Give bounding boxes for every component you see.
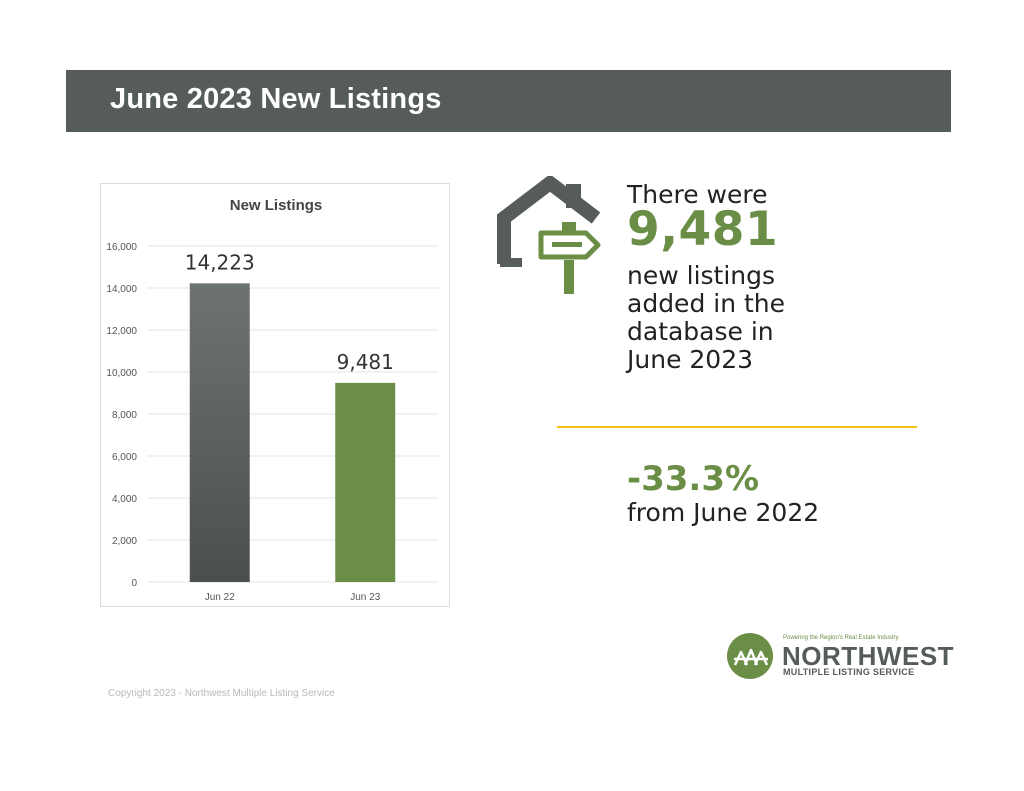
x-tick-label: Jun 22 bbox=[205, 592, 235, 603]
y-tick-label: 16,000 bbox=[106, 242, 137, 253]
chart-container: New Listings 0 2,000 4,000 6,000 8,000 10,000… bbox=[100, 183, 450, 607]
stat-intro: There were bbox=[627, 180, 768, 209]
y-tick-label: 10,000 bbox=[106, 368, 137, 379]
y-tick-label: 12,000 bbox=[106, 326, 137, 337]
y-tick-label: 6,000 bbox=[112, 452, 137, 463]
y-tick-label: 4,000 bbox=[112, 494, 137, 505]
logo-subname: MULTIPLE LISTING SERVICE bbox=[783, 667, 915, 677]
bar-value-label: 14,223 bbox=[185, 250, 255, 274]
logo-tagline: Powering the Region's Real Estate Indust… bbox=[783, 635, 899, 641]
bar-value-label: 9,481 bbox=[337, 350, 394, 374]
stat-line: database in bbox=[627, 317, 774, 346]
stat-line: June 2023 bbox=[627, 345, 754, 374]
y-tick-label: 14,000 bbox=[106, 284, 137, 295]
house-signpost-icon bbox=[497, 176, 601, 294]
bar bbox=[189, 283, 250, 582]
nwmls-logo: Powering the Region's Real Estate Indust… bbox=[726, 630, 956, 680]
stat-line: new listings bbox=[627, 261, 776, 290]
stat-description: new listings added in the database in Ju… bbox=[627, 262, 927, 374]
chart-title: New Listings bbox=[230, 197, 323, 214]
page-title: June 2023 New Listings bbox=[110, 83, 442, 115]
stat-line: added in the bbox=[627, 289, 786, 318]
y-tick-label: 0 bbox=[131, 578, 137, 589]
y-tick-label: 8,000 bbox=[112, 410, 137, 421]
header-bar: June 2023 New Listings bbox=[66, 70, 951, 132]
x-tick-label: Jun 23 bbox=[350, 592, 380, 603]
percent-change: -33.3% bbox=[627, 459, 760, 499]
copyright: Copyright 2023 - Northwest Multiple List… bbox=[108, 688, 335, 699]
bar-chart: New Listings 0 2,000 4,000 6,000 8,000 10,000… bbox=[106, 197, 438, 603]
bar bbox=[335, 382, 396, 582]
percent-change-caption: from June 2022 bbox=[627, 498, 820, 527]
divider bbox=[557, 426, 917, 428]
y-tick-label: 2,000 bbox=[112, 536, 137, 547]
logo-name: NORTHWEST bbox=[782, 641, 955, 671]
logo-mark-icon bbox=[727, 633, 773, 679]
stat-number: 9,481 bbox=[627, 202, 779, 257]
